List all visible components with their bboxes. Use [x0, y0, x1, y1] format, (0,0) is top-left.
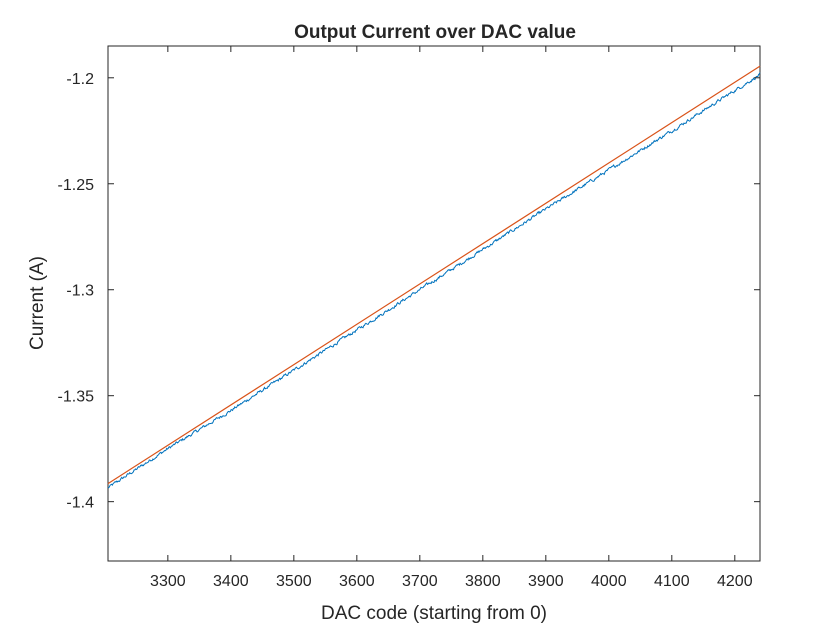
x-tick-label: 4000 — [591, 573, 627, 590]
series-layer — [107, 65, 761, 489]
series-line-measured — [107, 72, 761, 489]
x-tick-label: 3900 — [528, 573, 564, 590]
y-axis-label: Current (A) — [27, 256, 48, 350]
y-tick-label: -1.2 — [66, 71, 94, 88]
x-axis-label: DAC code (starting from 0) — [321, 603, 547, 624]
x-tick-label: 3800 — [465, 573, 501, 590]
chart-title: Output Current over DAC value — [294, 22, 576, 43]
x-tick-label: 3600 — [339, 573, 375, 590]
y-tick-label: -1.25 — [58, 177, 95, 194]
y-tick-label: -1.4 — [66, 495, 94, 512]
y-tick-label: -1.3 — [66, 283, 94, 300]
plot-area — [107, 45, 761, 562]
x-tick-label: 3400 — [213, 573, 249, 590]
x-tick-label: 3300 — [150, 573, 186, 590]
x-tick-label: 3500 — [276, 573, 312, 590]
series-line-fit — [107, 65, 761, 485]
x-tick-label: 3700 — [402, 573, 438, 590]
x-tick-label: 4100 — [654, 573, 690, 590]
x-tick-label: 4200 — [717, 573, 753, 590]
y-tick-label: -1.35 — [58, 389, 95, 406]
tick-layer: 3300 3400 3500 3600 3700 3800 3900 4000 4100 4200… — [58, 46, 760, 590]
